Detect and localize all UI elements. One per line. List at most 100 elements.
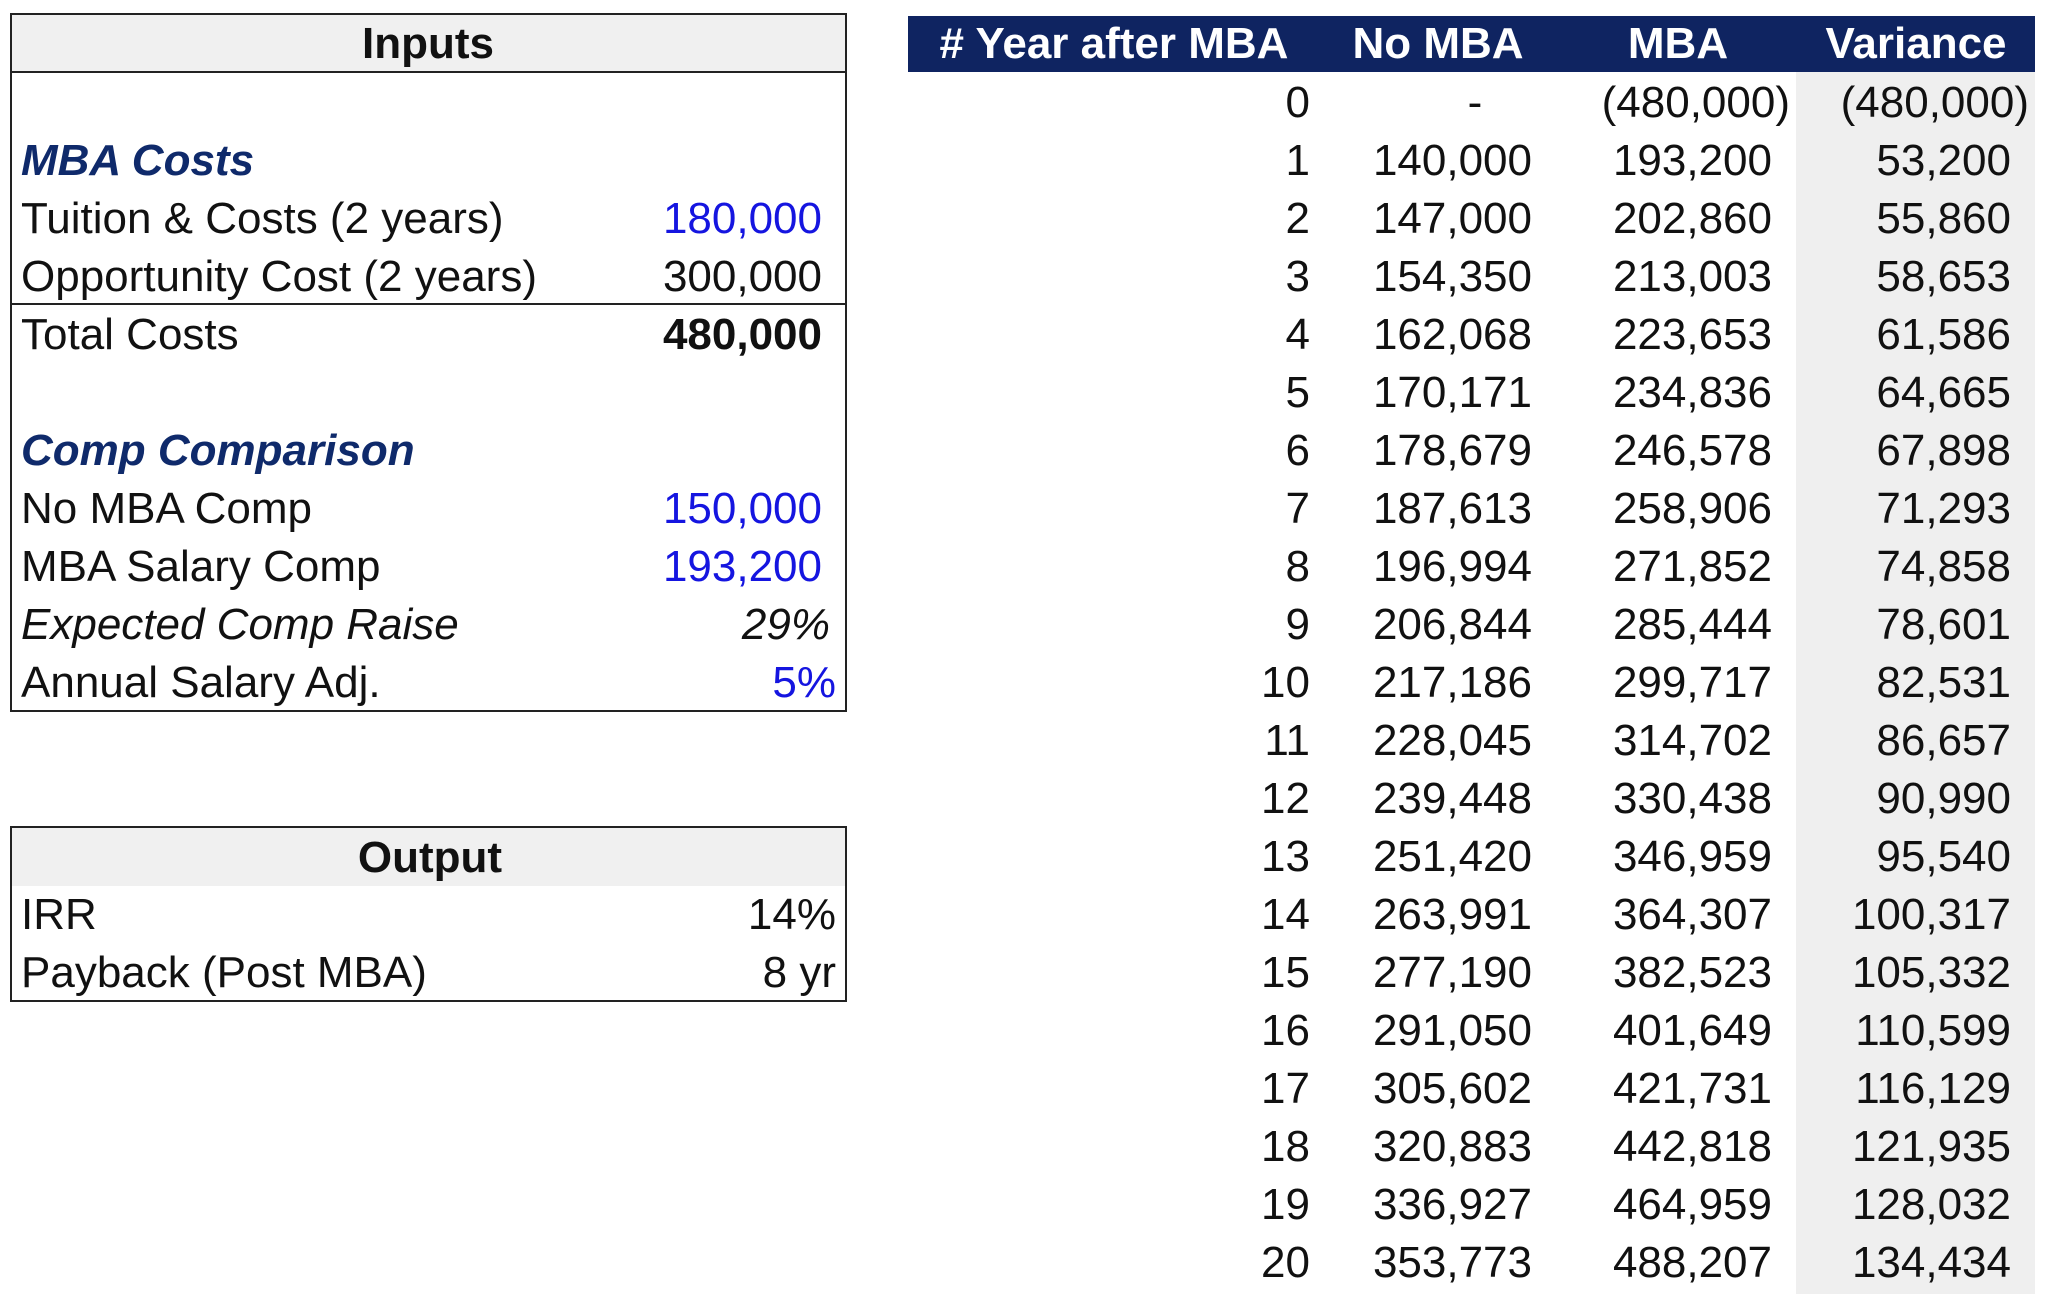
total-label: Total Costs (21, 310, 239, 359)
cell: 19 (1261, 1180, 1310, 1229)
cell: 18 (1261, 1122, 1310, 1171)
cell: 11 (1264, 716, 1310, 765)
cell: 299,717 (1612, 658, 1772, 707)
cell: 162,068 (1372, 310, 1532, 359)
column-header: MBA (1627, 19, 1729, 68)
cell: 9 (1285, 600, 1310, 649)
cell: 277,190 (1372, 948, 1532, 997)
cell: 421,731 (1612, 1064, 1772, 1113)
cell: 105,332 (1851, 948, 2011, 997)
input-label: No MBA Comp (21, 484, 312, 533)
cell: 71,293 (1876, 484, 2011, 533)
cell: 239,448 (1372, 774, 1532, 823)
cell: 116,129 (1855, 1064, 2011, 1113)
cell: 364,307 (1612, 890, 1772, 939)
cell: 234,836 (1612, 368, 1772, 417)
input-label: Opportunity Cost (2 years) (21, 252, 537, 301)
cell: 305,602 (1372, 1064, 1532, 1113)
cell: 1 (1285, 136, 1310, 185)
cell: 196,994 (1372, 542, 1532, 591)
input-label: MBA Salary Comp (21, 542, 381, 591)
output-value: 14% (747, 890, 836, 939)
output-value: 8 yr (762, 948, 836, 997)
cell: 13 (1261, 832, 1310, 881)
cell: 187,613 (1372, 484, 1532, 533)
output-title: Output (357, 833, 503, 882)
inputs-box (10, 13, 847, 712)
total-value: 480,000 (662, 310, 822, 359)
cell: - (1467, 78, 1483, 127)
cell: 442,818 (1612, 1122, 1772, 1171)
cell: 223,653 (1612, 310, 1772, 359)
cell: 217,186 (1372, 658, 1532, 707)
cell: 3 (1285, 252, 1310, 301)
section-heading: MBA Costs (21, 136, 255, 185)
cell: 488,207 (1612, 1238, 1772, 1287)
output-label: Payback (Post MBA) (21, 948, 427, 997)
cell: 401,649 (1612, 1006, 1772, 1055)
cell: 353,773 (1372, 1238, 1532, 1287)
cell: 78,601 (1876, 600, 2011, 649)
cell: 320,883 (1372, 1122, 1532, 1171)
table-header-bg (908, 16, 2035, 72)
cell: 100,317 (1851, 890, 2011, 939)
input-label: Expected Comp Raise (21, 600, 459, 649)
cell: 74,858 (1876, 542, 2011, 591)
cell: 17 (1261, 1064, 1310, 1113)
cell: 213,003 (1612, 252, 1772, 301)
cell: 285,444 (1612, 600, 1772, 649)
input-value: 29% (741, 600, 830, 649)
section-heading: Comp Comparison (21, 426, 415, 475)
inputs-header-bg (12, 15, 845, 73)
column-header: No MBA (1352, 19, 1524, 68)
column-header: # Year after MBA (939, 19, 1289, 68)
cell: 58,653 (1876, 252, 2011, 301)
input-value: 180,000 (662, 194, 822, 243)
cell: 271,852 (1612, 542, 1772, 591)
output-header-bg (12, 828, 845, 886)
cell: 263,991 (1372, 890, 1532, 939)
cell: 7 (1285, 484, 1310, 533)
inputs-title: Inputs (362, 19, 494, 68)
cell: 82,531 (1876, 658, 2011, 707)
input-value: 193,200 (662, 542, 822, 591)
cell: 86,657 (1876, 716, 2011, 765)
cell: 170,171 (1372, 368, 1532, 417)
output-label: IRR (21, 890, 97, 939)
cell: 206,844 (1372, 600, 1532, 649)
cell: 346,959 (1612, 832, 1772, 881)
cell: 4 (1285, 310, 1310, 359)
cell: 193,200 (1612, 136, 1772, 185)
variance-column-bg (1796, 72, 2035, 1294)
cell: 291,050 (1372, 1006, 1532, 1055)
cell: 128,032 (1851, 1180, 2011, 1229)
input-label: Tuition & Costs (2 years) (21, 194, 504, 243)
cell: 202,860 (1612, 194, 1772, 243)
cell: 134,434 (1851, 1238, 2011, 1287)
cell: 336,927 (1372, 1180, 1532, 1229)
cell: 147,000 (1372, 194, 1532, 243)
cell: 8 (1285, 542, 1310, 591)
cell: 5 (1285, 368, 1310, 417)
cell: (480,000) (1840, 78, 2029, 127)
cell: 110,599 (1855, 1006, 2011, 1055)
cell: 67,898 (1876, 426, 2011, 475)
column-header: Variance (1825, 19, 2007, 68)
cell: 95,540 (1876, 832, 2011, 881)
cell: 90,990 (1876, 774, 2011, 823)
cell: 330,438 (1612, 774, 1772, 823)
cell: 0 (1285, 78, 1310, 127)
total-rule (12, 303, 845, 305)
cell: 251,420 (1372, 832, 1532, 881)
cell: 14 (1261, 890, 1310, 939)
cell: 64,665 (1876, 368, 2011, 417)
cell: 140,000 (1372, 136, 1532, 185)
cell: 6 (1285, 426, 1310, 475)
cell: 228,045 (1372, 716, 1532, 765)
cell: 20 (1261, 1238, 1310, 1287)
cell: 314,702 (1612, 716, 1772, 765)
cell: 258,906 (1612, 484, 1772, 533)
cell: 53,200 (1876, 136, 2011, 185)
input-value: 5% (772, 658, 836, 707)
